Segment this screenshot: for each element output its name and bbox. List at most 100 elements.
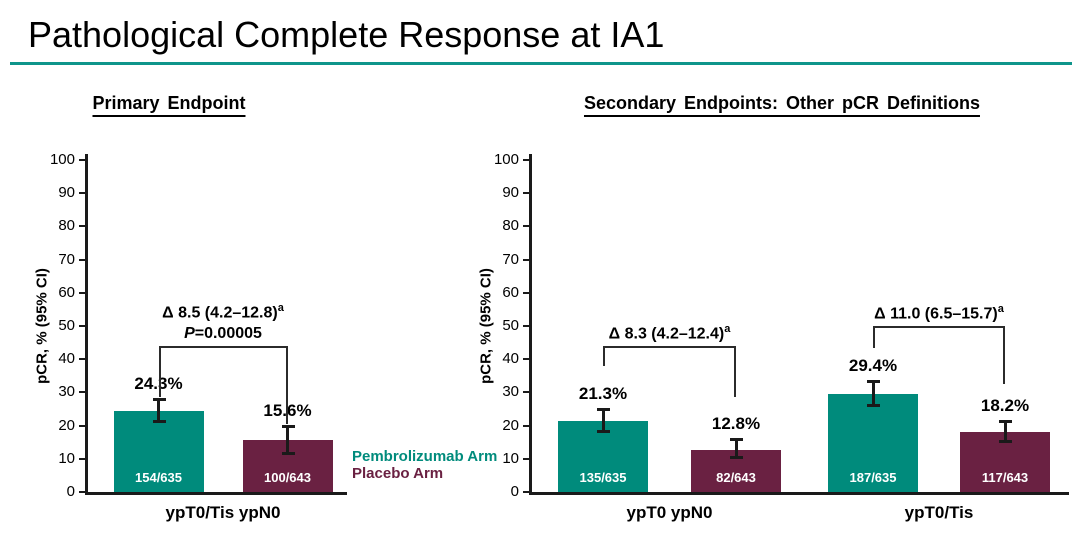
y-axis-tick-label: 60 [58,283,75,301]
x-axis-category-label: ypT0/Tis ypN0 [165,503,281,522]
delta-line: Δ 11.0 (6.5–15.7)a [874,299,1004,324]
x-axis-category-label: ypT0/Tis [904,503,974,522]
bar-value-label: 12.8% [711,413,761,433]
error-bar-cap-top [597,408,610,411]
delta-label: Δ 8.5 (4.2–12.8) [162,304,278,322]
y-axis-tick [523,491,529,493]
error-bar-line [286,425,289,454]
bar-count-label: 100/643 [264,470,311,485]
x-axis [529,492,1069,495]
bar-value-label: 15.6% [263,400,312,420]
y-axis-tick [79,258,85,261]
error-bar-line [871,381,875,406]
y-axis-tick [523,225,529,228]
delta-line: Δ 8.5 (4.2–12.8)a [162,298,284,323]
y-axis-tick [523,358,529,361]
bar [828,394,918,492]
y-axis-tick-label: 80 [58,217,75,235]
legend-item-placebo-arm: Placebo Arm [352,465,444,482]
error-bar-cap-bottom [597,430,610,434]
bar-value-label: 21.3% [578,384,628,403]
comparison-annotation: Δ 11.0 (6.5–15.7)a [874,299,1004,324]
y-axis-tick-label: 50 [502,317,519,334]
y-axis-tick-label: 90 [58,184,75,202]
comparison-annotation: Δ 8.5 (4.2–12.8)a P=0.00005 [162,298,284,344]
y-axis-tick [79,358,85,361]
comparison-bracket-left-leg [158,345,161,398]
y-axis-tick-label: 40 [502,350,519,368]
comparison-bracket [873,326,1005,328]
y-axis-tick-label: 50 [58,317,75,334]
y-axis-tick [79,491,85,493]
error-bar-cap-top [281,424,295,428]
chart-subtitle-secondary: Secondary Endpoints: Other pCR Definitio… [583,93,981,117]
y-axis-tick-label: 10 [58,449,75,467]
x-axis-category-label: ypT0 ypN0 [626,503,713,522]
error-bar-cap-top [867,380,880,384]
y-axis [85,154,88,495]
y-axis-tick-label: 40 [58,350,75,368]
bar [113,411,204,492]
y-axis-tick [523,424,529,427]
y-axis-tick [523,159,529,161]
comparison-annotation: Δ 8.3 (4.2–12.4)a [609,319,731,344]
y-axis-tick [79,457,85,460]
bar-count-label: 154/635 [135,470,182,485]
error-bar-line [157,399,160,423]
x-axis [85,492,347,495]
error-bar-line [1003,420,1007,442]
y-axis-tick [523,291,529,294]
comparison-bracket [158,345,288,348]
y-axis [529,154,532,495]
y-axis-tick [523,325,529,327]
title-divider [10,62,1072,65]
y-axis-tick [79,424,85,427]
bar-value-label: 18.2% [980,395,1030,415]
y-axis-tick-label: 10 [502,449,519,467]
y-axis-tick [523,258,529,261]
page-title: Pathological Complete Response at IA1 [28,14,665,55]
delta-line: Δ 8.3 (4.2–12.4)a [609,319,731,344]
error-bar-line [601,409,605,433]
legend: Pembrolizumab Arm Placebo Arm [352,448,497,482]
bar-count-label: 117/643 [981,470,1029,485]
delta-label: Δ 8.3 (4.2–12.4) [608,325,725,343]
error-bar-cap-bottom [730,455,743,459]
error-bar-line [734,438,738,458]
y-axis-tick-label: 100 [493,151,519,168]
comparison-bracket [603,345,736,348]
y-axis-tick-label: 20 [502,416,519,434]
y-axis-tick-label: 80 [502,217,519,235]
delta-superscript: a [724,322,731,335]
delta-label: Δ 11.0 (6.5–15.7) [874,305,998,323]
error-bar-cap-top [730,437,743,441]
y-axis-tick-label: 90 [502,184,519,202]
p-value-symbol: P [184,325,195,343]
bar-count-label: 187/635 [849,470,897,485]
y-axis-tick [523,391,529,394]
y-axis-tick [79,325,85,327]
y-axis-tick [79,291,85,294]
y-axis-tick-label: 30 [58,383,75,401]
y-axis-tick [79,225,85,228]
y-axis-tick [79,159,85,161]
delta-superscript: a [277,301,284,314]
comparison-bracket-left-leg [873,326,875,348]
y-axis-tick-label: 70 [58,250,75,268]
y-axis-title: pCR, % (95% CI) [33,268,51,384]
comparison-bracket-right-leg [285,345,288,424]
y-axis-tick [79,391,85,394]
error-bar-cap-top [152,398,166,402]
y-axis-tick-label: 0 [510,483,519,500]
error-bar-cap-bottom [152,420,166,424]
y-axis-tick-label: 30 [502,383,519,401]
comparison-bracket-right-leg [1003,326,1005,385]
bar-count-label: 135/635 [579,470,627,485]
y-axis-tick [523,192,529,195]
delta-superscript: a [997,303,1004,315]
y-axis-tick [79,192,85,195]
bar-value-label: 29.4% [848,356,898,376]
y-axis-tick-label: 100 [49,151,75,168]
error-bar-cap-bottom [999,439,1012,443]
error-bar-cap-bottom [867,403,880,407]
